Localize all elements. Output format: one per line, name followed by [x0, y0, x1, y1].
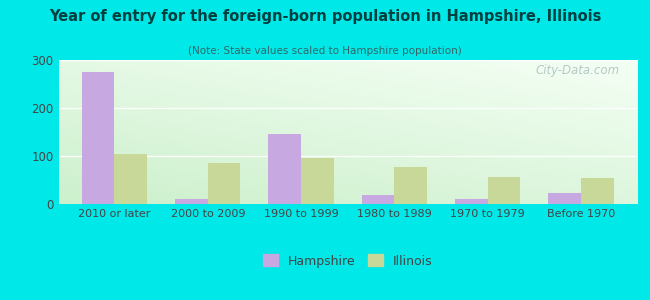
- Bar: [301, 158, 333, 204]
- Bar: [395, 167, 427, 204]
- Bar: [175, 199, 208, 204]
- Text: Year of entry for the foreign-born population in Hampshire, Illinois: Year of entry for the foreign-born popul…: [49, 9, 601, 24]
- Bar: [82, 72, 114, 204]
- Bar: [268, 134, 301, 204]
- Bar: [581, 178, 614, 204]
- Bar: [208, 163, 240, 204]
- Bar: [488, 177, 521, 204]
- Bar: [455, 199, 488, 204]
- Text: (Note: State values scaled to Hampshire population): (Note: State values scaled to Hampshire …: [188, 46, 462, 56]
- Bar: [549, 194, 581, 204]
- Bar: [362, 195, 395, 204]
- Legend: Hampshire, Illinois: Hampshire, Illinois: [258, 249, 437, 273]
- Bar: [114, 154, 147, 204]
- Text: City-Data.com: City-Data.com: [536, 64, 619, 77]
